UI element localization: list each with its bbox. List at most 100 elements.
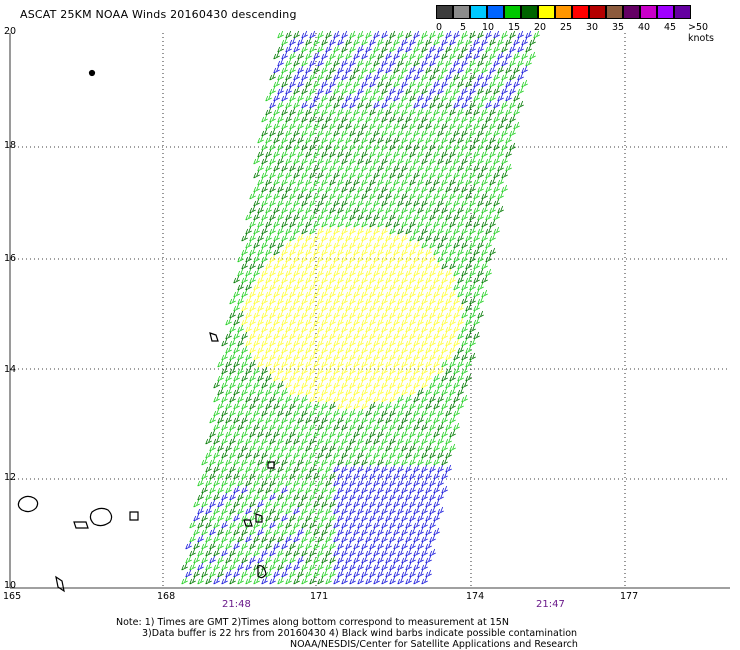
wind-barb <box>393 289 400 298</box>
wind-barb <box>421 310 428 319</box>
wind-barb <box>441 401 448 410</box>
wind-barb <box>281 163 288 172</box>
wind-barb <box>273 93 280 102</box>
wind-barb <box>285 128 292 137</box>
wind-barb <box>269 506 276 515</box>
wind-barb <box>321 135 328 144</box>
wind-barb <box>269 282 276 291</box>
wind-barb <box>209 527 216 536</box>
wind-barb <box>357 478 364 487</box>
wind-barb <box>321 177 328 186</box>
wind-barb <box>241 401 248 410</box>
wind-barb <box>253 436 260 445</box>
wind-barb <box>469 72 476 81</box>
wind-barb <box>293 30 300 39</box>
wind-barb <box>353 569 360 578</box>
wind-barb <box>329 471 336 480</box>
wind-barb <box>369 527 376 536</box>
wind-barb <box>237 436 244 445</box>
wind-barb <box>381 240 388 249</box>
wind-barb <box>337 93 344 102</box>
wind-barb <box>337 107 344 116</box>
wind-barb <box>365 422 372 431</box>
wind-barb <box>365 380 372 389</box>
wind-barb <box>193 499 200 508</box>
wind-barb <box>297 513 304 522</box>
wind-barb <box>345 275 352 284</box>
wind-barb <box>329 219 336 228</box>
wind-barb <box>409 331 416 340</box>
wind-barb <box>393 429 400 438</box>
wind-barb <box>321 233 328 242</box>
wind-barb <box>305 79 312 88</box>
wind-barb <box>405 170 412 179</box>
wind-barb <box>381 562 388 571</box>
wind-barb <box>225 541 232 550</box>
wind-barb <box>449 205 456 214</box>
wind-barb <box>509 30 516 39</box>
wind-barb <box>385 107 392 116</box>
wind-barb <box>441 135 448 144</box>
wind-barb <box>457 345 464 354</box>
wind-barb <box>365 310 372 319</box>
wind-barb <box>461 380 468 389</box>
wind-barb <box>481 121 488 130</box>
wind-barb <box>405 268 412 277</box>
wind-barb <box>501 156 508 165</box>
wind-barb <box>333 310 340 319</box>
wind-barb <box>313 37 320 46</box>
wind-barb <box>393 359 400 368</box>
wind-barb <box>353 149 360 158</box>
wind-barb <box>449 303 456 312</box>
wind-barb <box>373 212 380 221</box>
wind-barb <box>373 324 380 333</box>
wind-barb <box>473 317 480 326</box>
wind-barb <box>321 359 328 368</box>
wind-barb <box>301 310 308 319</box>
wind-barb <box>413 464 420 473</box>
wind-barb <box>313 401 320 410</box>
wind-barb <box>241 359 248 368</box>
wind-barb <box>325 422 332 431</box>
wind-barb <box>301 366 308 375</box>
wind-barb <box>365 212 372 221</box>
wind-barb <box>285 268 292 277</box>
wind-barb <box>465 79 472 88</box>
wind-barb <box>373 408 380 417</box>
wind-barb <box>409 513 416 522</box>
wind-barb <box>309 30 316 39</box>
wind-barb <box>397 464 404 473</box>
wind-barb <box>377 527 384 536</box>
wind-barb <box>205 506 212 515</box>
wind-barb <box>341 422 348 431</box>
wind-barb <box>521 37 528 46</box>
wind-barb <box>341 44 348 53</box>
wind-barb <box>309 198 316 207</box>
wind-barb <box>385 373 392 382</box>
wind-barb <box>337 401 344 410</box>
wind-barb <box>209 541 216 550</box>
wind-barb <box>409 457 416 466</box>
wind-barb <box>401 303 408 312</box>
wind-barb <box>309 142 316 151</box>
wind-barb <box>325 212 332 221</box>
wind-barb <box>285 534 292 543</box>
wind-barb <box>365 324 372 333</box>
wind-barb <box>521 65 528 74</box>
wind-barb <box>285 366 292 375</box>
wind-barb <box>421 212 428 221</box>
wind-barb <box>497 191 504 200</box>
wind-barb <box>317 338 324 347</box>
wind-barb <box>289 485 296 494</box>
wind-barb <box>265 191 272 200</box>
wind-barb <box>365 408 372 417</box>
wind-barb <box>429 408 436 417</box>
wind-barb <box>261 240 268 249</box>
wind-barb <box>265 345 272 354</box>
wind-barb <box>485 44 492 53</box>
wind-barb <box>497 93 504 102</box>
wind-barb <box>209 457 216 466</box>
wind-barb <box>237 520 244 529</box>
wind-barb <box>469 268 476 277</box>
wind-barb <box>337 569 344 578</box>
